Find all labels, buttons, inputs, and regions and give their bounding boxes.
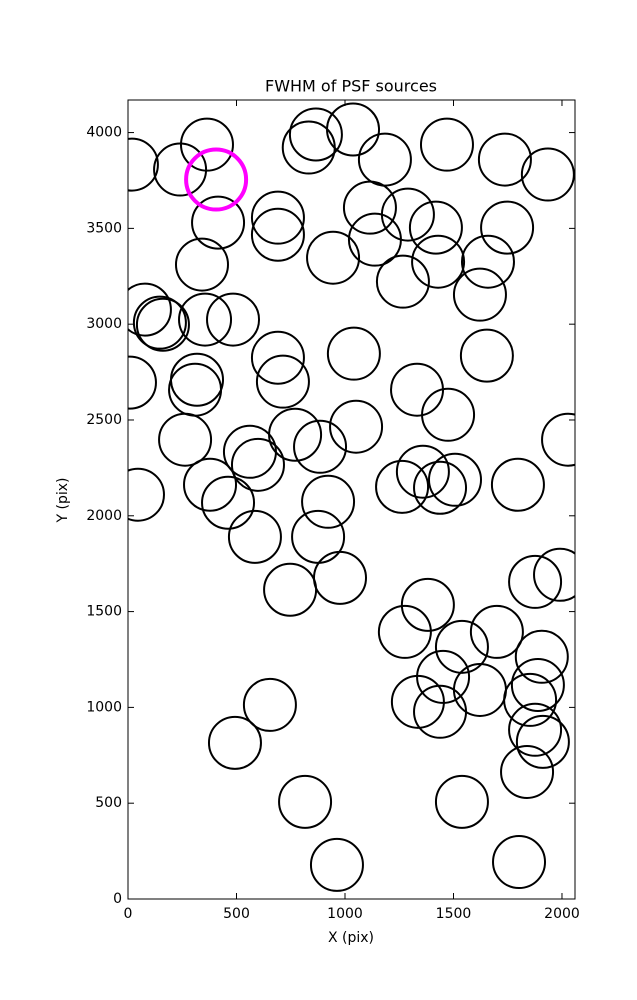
marker	[250, 330, 305, 385]
marker	[227, 509, 282, 564]
marker	[357, 132, 412, 187]
x-tick-label: 500	[223, 906, 250, 922]
x-tick-label: 0	[124, 906, 133, 922]
marker	[452, 267, 507, 322]
marker	[377, 604, 432, 659]
marker	[490, 457, 545, 512]
x-tick-label: 2000	[544, 906, 580, 922]
marker	[510, 657, 565, 712]
marker	[326, 102, 381, 157]
x-tick-label: 1000	[327, 906, 363, 922]
marker	[178, 292, 233, 347]
marker	[514, 629, 569, 684]
y-tick-label: 0	[113, 891, 122, 907]
marker	[520, 147, 575, 202]
chart-title: FWHM of PSF sources	[265, 77, 437, 96]
marker	[250, 207, 305, 262]
y-tick-label: 2000	[86, 508, 122, 524]
marker	[326, 326, 381, 381]
marker	[452, 662, 507, 717]
marker	[541, 412, 575, 467]
marker	[492, 835, 547, 890]
marker	[128, 355, 157, 410]
marker	[128, 137, 159, 192]
marker	[434, 774, 489, 829]
marker	[477, 132, 532, 187]
marker	[500, 744, 555, 799]
marker	[312, 550, 367, 605]
marker	[419, 117, 474, 172]
marker	[508, 702, 563, 757]
marker	[170, 352, 225, 407]
marker	[230, 437, 285, 492]
marker	[168, 362, 223, 417]
marker	[242, 677, 297, 732]
x-tick-label: 1500	[436, 906, 472, 922]
marker	[459, 328, 514, 383]
marker	[375, 254, 430, 309]
marker	[293, 419, 348, 474]
marker	[153, 142, 208, 197]
marker	[201, 475, 256, 530]
marker	[411, 234, 466, 289]
marker	[306, 230, 361, 285]
marker	[460, 234, 515, 289]
marker	[413, 684, 468, 739]
marker	[395, 444, 450, 499]
y-tick-label: 500	[95, 795, 122, 811]
marker	[250, 190, 305, 245]
marker	[183, 457, 238, 512]
marker	[469, 604, 524, 659]
marker	[508, 554, 563, 609]
marker	[309, 837, 364, 892]
marker	[421, 387, 476, 442]
y-tick-label: 2500	[86, 412, 122, 428]
marker	[128, 467, 165, 522]
marker	[533, 547, 575, 602]
marker	[515, 714, 570, 769]
y-axis-label: Y (pix)	[55, 478, 71, 524]
marker	[132, 295, 187, 350]
plot-frame	[127, 99, 576, 900]
marker	[390, 362, 445, 417]
y-tick-label: 3500	[86, 220, 122, 236]
marker	[390, 674, 445, 729]
marker	[342, 180, 397, 235]
marker	[135, 297, 190, 352]
marker	[255, 354, 310, 409]
marker	[206, 292, 261, 347]
marker	[329, 399, 384, 454]
marker	[184, 147, 249, 212]
marker	[480, 200, 535, 255]
marker	[380, 187, 435, 242]
marker	[375, 459, 430, 514]
plot-clip	[128, 102, 575, 892]
marker	[158, 412, 213, 467]
marker	[263, 562, 318, 617]
marker	[428, 452, 483, 507]
marker	[278, 774, 333, 829]
x-axis-label: X (pix)	[328, 930, 374, 946]
marker	[347, 212, 402, 267]
marker	[400, 577, 455, 632]
marker	[128, 282, 172, 337]
y-tick-label: 4000	[86, 125, 122, 141]
marker	[291, 509, 346, 564]
marker	[191, 195, 246, 250]
marker	[301, 474, 356, 529]
y-tick-label: 1500	[86, 604, 122, 620]
marker	[207, 715, 262, 770]
y-tick-label: 1000	[86, 699, 122, 715]
y-tick-label: 3000	[86, 316, 122, 332]
marker	[408, 200, 463, 255]
marker	[413, 460, 468, 515]
marker	[288, 107, 343, 162]
marker	[434, 619, 489, 674]
marker	[174, 237, 229, 292]
marker	[268, 407, 323, 462]
